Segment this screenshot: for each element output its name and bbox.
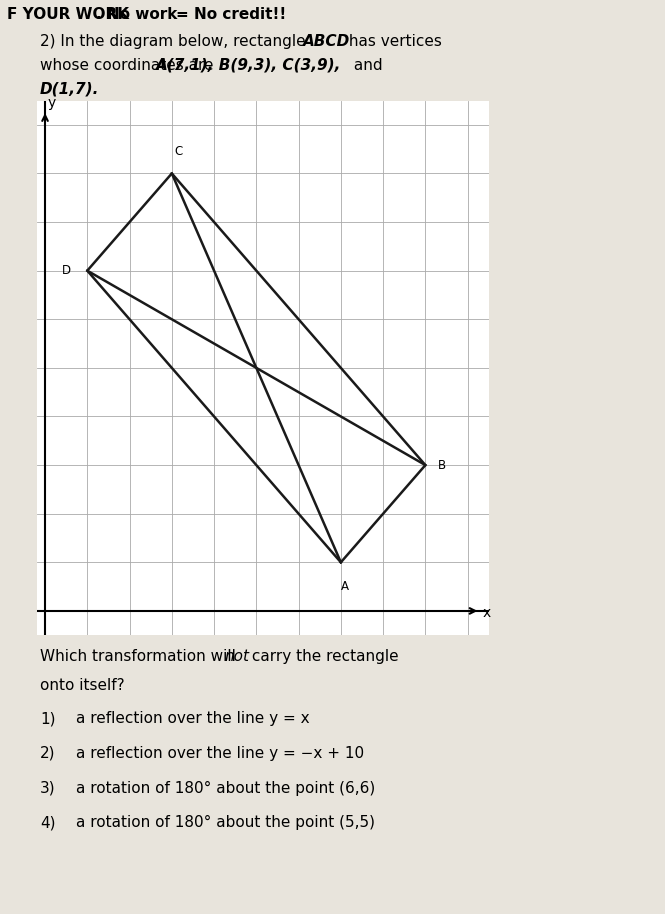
Text: and: and	[349, 58, 383, 72]
Text: = No credit!!: = No credit!!	[176, 7, 287, 22]
Text: 3): 3)	[40, 781, 55, 795]
Text: ABCD: ABCD	[303, 34, 350, 48]
Text: F YOUR WORK: F YOUR WORK	[7, 7, 128, 22]
Text: a rotation of 180° about the point (5,5): a rotation of 180° about the point (5,5)	[76, 815, 376, 830]
Text: a rotation of 180° about the point (6,6): a rotation of 180° about the point (6,6)	[76, 781, 376, 795]
Text: . No work: . No work	[96, 7, 183, 22]
Text: x: x	[482, 606, 491, 621]
Text: B: B	[438, 459, 446, 472]
Text: C: C	[174, 145, 182, 158]
Text: 2) In the diagram below, rectangle: 2) In the diagram below, rectangle	[40, 34, 311, 48]
Text: 1): 1)	[40, 711, 55, 726]
Text: Which transformation will: Which transformation will	[40, 649, 241, 664]
Text: D: D	[62, 264, 70, 277]
Text: D(1,7).: D(1,7).	[40, 81, 99, 96]
Text: whose coordinates are: whose coordinates are	[40, 58, 218, 72]
Text: a reflection over the line y = x: a reflection over the line y = x	[76, 711, 310, 726]
Text: not: not	[225, 649, 250, 664]
Text: a reflection over the line y = −x + 10: a reflection over the line y = −x + 10	[76, 746, 364, 760]
Text: carry the rectangle: carry the rectangle	[247, 649, 399, 664]
Text: has vertices: has vertices	[344, 34, 442, 48]
Text: 4): 4)	[40, 815, 55, 830]
Text: A: A	[341, 580, 349, 593]
Text: onto itself?: onto itself?	[40, 678, 124, 693]
Text: 2): 2)	[40, 746, 55, 760]
Text: A(7,1), B(9,3), C(3,9),: A(7,1), B(9,3), C(3,9),	[156, 58, 341, 72]
Text: y: y	[47, 96, 55, 111]
